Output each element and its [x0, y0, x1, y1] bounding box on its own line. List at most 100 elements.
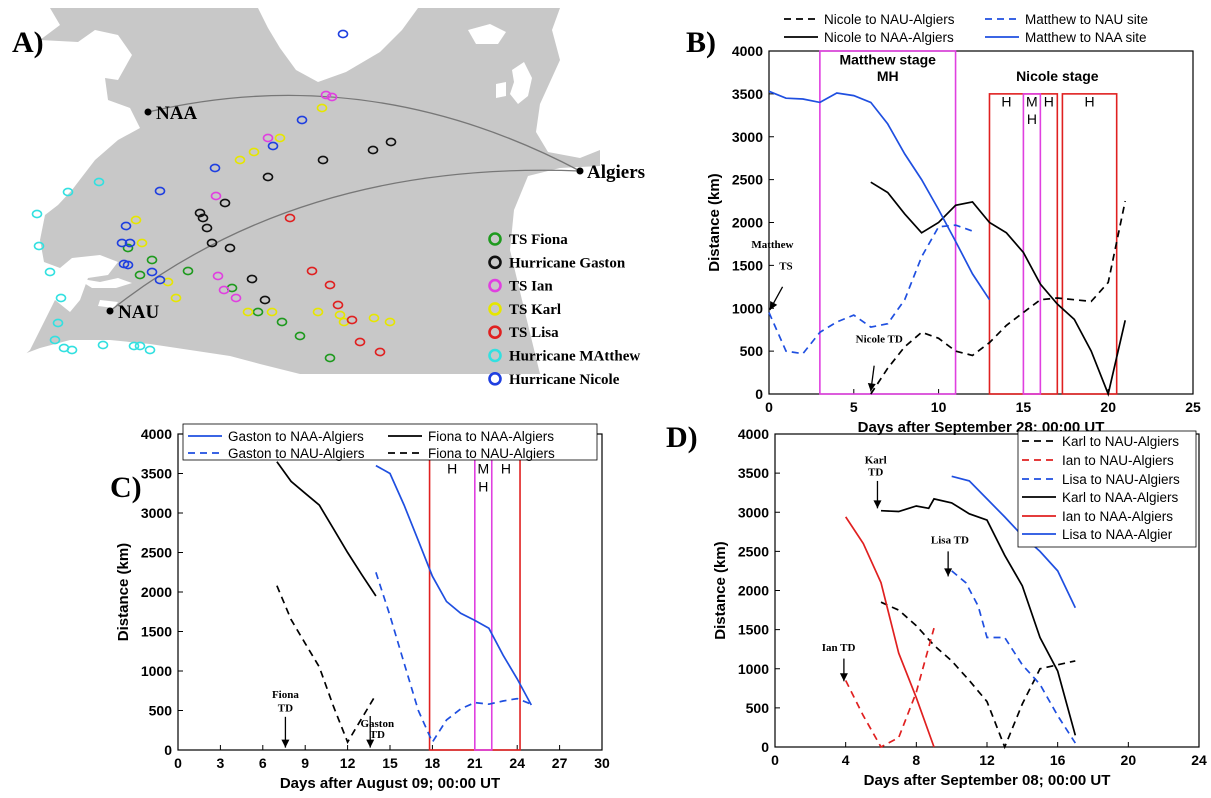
map-legend-label: Hurricane MAtthew: [509, 349, 640, 365]
legend-label: Matthew to NAU site: [1025, 12, 1148, 27]
storm-position-marker: [154, 275, 166, 285]
stage-box-label: M: [477, 461, 489, 477]
storm-position-marker: [44, 267, 56, 277]
storm-position-marker: [154, 186, 166, 196]
storm-position-marker: [116, 238, 128, 248]
annotation-label: Karl: [865, 455, 887, 467]
series-line: [870, 200, 1127, 395]
series-line: [951, 475, 1077, 609]
legend-frame: [1017, 430, 1197, 548]
storm-position-marker: [52, 318, 64, 328]
series-line: [768, 224, 973, 355]
land-north-america: [8, 8, 140, 370]
storm-position-marker: [62, 187, 74, 197]
annotation-arrowhead: [944, 568, 953, 577]
annotation-label: TD: [278, 702, 293, 714]
storm-position-marker: [134, 341, 146, 351]
stage-box: [1022, 93, 1042, 395]
x-tick-label: 24: [1191, 752, 1207, 768]
chart-panel-c: 0 3 6 9 12 15 18 21 24 27 30 0 500 1000 1500 2000 2500 30…: [115, 423, 610, 792]
storm-position-marker: [120, 221, 132, 231]
y-tick-label: 500: [149, 703, 173, 719]
x-tick-label: 15: [1016, 399, 1032, 415]
y-tick-label: 1000: [732, 300, 763, 316]
y-tick-label: 2500: [141, 545, 172, 561]
chart-legend: Nicole to NAU-Algiers Matthew to NAU site…: [784, 12, 1148, 45]
y-tick-label: 4000: [732, 43, 763, 59]
stage-box-label: H: [1001, 94, 1011, 110]
storm-position-marker: [306, 266, 318, 276]
city-label-nau: NAU: [118, 302, 159, 323]
storm-position-marker: [124, 238, 136, 248]
annotation-arrowhead: [873, 500, 882, 509]
series-line: [375, 464, 533, 706]
map-legend-label: Hurricane Nicole: [509, 372, 620, 388]
land-iceland: [468, 24, 506, 44]
land-africa: [510, 166, 600, 374]
x-tick-label: 20: [1121, 752, 1137, 768]
x-tick-label: 21: [467, 755, 483, 771]
storm-position-marker: [219, 198, 231, 208]
series-line: [375, 572, 532, 744]
storm-position-marker: [209, 163, 221, 173]
stage-title: Nicole stage: [1016, 68, 1099, 84]
naa-site-marker: [144, 108, 152, 116]
annotation-arrowhead: [366, 739, 375, 748]
legend-label: Fiona to NAU-Algiers: [428, 446, 555, 461]
annotation-label: Gaston: [360, 718, 394, 730]
storm-position-marker: [367, 145, 379, 155]
map-legend-label: Hurricane Gaston: [509, 255, 626, 271]
y-tick-label: 4000: [141, 426, 172, 442]
x-tick-label: 30: [594, 755, 610, 771]
storm-position-marker: [296, 115, 308, 125]
storm-position-marker: [385, 137, 397, 147]
stage-box-label: H: [447, 461, 457, 477]
storm-position-marker: [294, 331, 306, 341]
storm-position-marker: [312, 307, 324, 317]
storm-position-marker: [55, 293, 67, 303]
legend-label: Karl to NAU-Algiers: [1062, 434, 1179, 449]
chart-legend: Karl to NAU-Algiers Ian to NAU-Algiers Lis…: [1017, 430, 1197, 548]
series-line: [844, 516, 935, 748]
series-line: [276, 461, 377, 597]
storm-position-marker: [262, 133, 274, 143]
land-europe: [536, 8, 600, 158]
storm-position-marker: [242, 307, 254, 317]
legend-label: Fiona to NAA-Algiers: [428, 429, 554, 444]
y-tick-label: 3500: [141, 466, 172, 482]
x-tick-label: 0: [765, 399, 773, 415]
y-tick-label: 3000: [732, 129, 763, 145]
legend-swatch-circle: [488, 255, 502, 270]
storm-position-marker: [130, 215, 142, 225]
annotation-label: TS: [779, 261, 792, 273]
y-tick-label: 2500: [738, 543, 769, 559]
y-axis-label: Distance (km): [712, 541, 729, 639]
stage-box-label: H: [1027, 111, 1037, 127]
stage-box-label: H: [1084, 94, 1094, 110]
x-tick-label: 24: [509, 755, 525, 771]
x-tick-label: 8: [912, 752, 920, 768]
legend-label: Lisa to NAU-Algiers: [1062, 472, 1180, 487]
storm-position-marker: [224, 243, 236, 253]
legend-label: Ian to NAA-Algiers: [1062, 509, 1173, 524]
y-tick-label: 500: [746, 700, 770, 716]
storm-position-marker: [182, 266, 194, 276]
storm-position-marker: [368, 313, 380, 323]
series-line: [880, 497, 1077, 736]
series-line: [276, 585, 377, 745]
y-tick-label: 500: [740, 343, 764, 359]
annotation-arrowhead: [867, 382, 876, 392]
map-panel: NAA NAU Algiers TS Fiona Hurricane Gaston…: [8, 8, 645, 388]
storm-position-marker: [134, 270, 146, 280]
storm-position-marker: [212, 271, 224, 281]
storm-position-marker: [354, 337, 366, 347]
storm-position-marker: [246, 274, 258, 284]
y-tick-label: 0: [755, 386, 763, 402]
x-tick-label: 12: [340, 755, 356, 771]
nau-site-marker: [106, 307, 114, 315]
legend-swatch-circle: [488, 348, 502, 363]
map-legend-label: TS Karl: [509, 302, 561, 318]
series-line: [951, 570, 1077, 744]
storm-position-marker: [248, 147, 260, 157]
storm-position-marker: [197, 213, 209, 223]
